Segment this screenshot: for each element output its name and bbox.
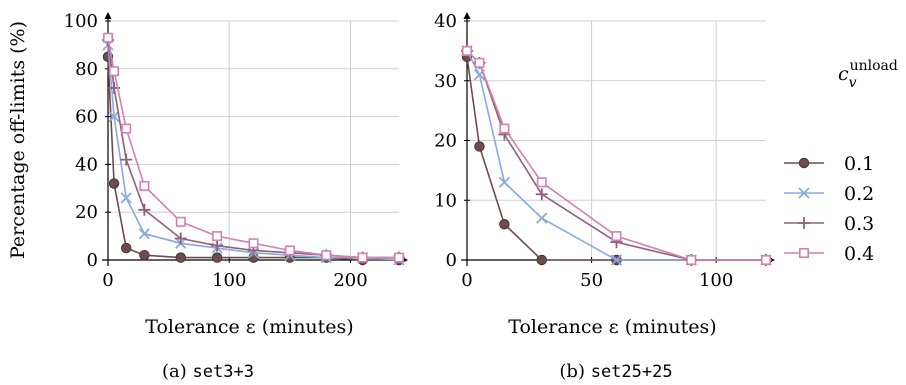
legend-entries: 0.1 0.2 0.3 0.4 bbox=[784, 153, 874, 265]
y-axis-arrow bbox=[104, 12, 112, 19]
data-point bbox=[536, 212, 548, 224]
legend-title-sub: v bbox=[849, 75, 857, 91]
data-point bbox=[498, 176, 511, 188]
y-tick-label: 40 bbox=[75, 154, 98, 175]
y-tick-label: 0 bbox=[87, 250, 98, 271]
legend-title-base: c bbox=[838, 63, 849, 85]
data-point bbox=[175, 216, 186, 227]
caption-code: set3+3 bbox=[193, 362, 254, 382]
legend-entry-0.2: 0.2 bbox=[784, 183, 874, 205]
data-point bbox=[108, 178, 120, 189]
data-point bbox=[211, 239, 224, 252]
series-line bbox=[107, 37, 399, 259]
data-point bbox=[321, 250, 332, 261]
subplot-caption: (a) set3+3 bbox=[162, 361, 254, 382]
data-point bbox=[109, 66, 120, 77]
legend-label: 0.1 bbox=[844, 153, 874, 175]
x-tick-label: 100 bbox=[699, 270, 733, 291]
x-tick-label: 50 bbox=[580, 270, 603, 291]
data-point bbox=[120, 153, 133, 166]
series-line bbox=[107, 39, 399, 259]
data-point bbox=[760, 255, 771, 266]
y-axis-label: Percentage off-limits (%) bbox=[7, 21, 29, 259]
legend-title-sup: unload bbox=[850, 58, 898, 74]
legend: cvunload 0.1 0.2 0.3 0.4 bbox=[784, 58, 898, 265]
subplot-a: 0 100 200 0 20 40 60 80 100 Tolerance ε (minutes)… bbox=[64, 11, 408, 382]
y-tick-label: 20 bbox=[75, 202, 98, 223]
legend-entry-0.1: 0.1 bbox=[784, 153, 874, 175]
y-tick-label: 80 bbox=[75, 59, 98, 80]
series-line bbox=[466, 50, 766, 261]
data-point bbox=[536, 177, 547, 188]
data-point bbox=[499, 123, 510, 134]
x-axis-label: Tolerance ε (minutes) bbox=[145, 316, 353, 338]
data-point bbox=[174, 232, 187, 245]
data-point bbox=[103, 32, 114, 43]
legend-marker bbox=[798, 157, 810, 169]
legend-title: cvunload bbox=[838, 58, 898, 91]
data-point bbox=[121, 123, 132, 134]
data-point bbox=[212, 231, 223, 242]
data-point bbox=[611, 231, 622, 242]
series-0.4 bbox=[103, 32, 404, 263]
y-tick-label: 40 bbox=[434, 11, 457, 32]
data-point bbox=[211, 252, 223, 263]
data-point bbox=[284, 245, 295, 256]
x-tick-label: 100 bbox=[212, 270, 246, 291]
legend-label: 0.3 bbox=[844, 213, 874, 235]
series-0.4 bbox=[461, 45, 771, 266]
legend-label: 0.2 bbox=[844, 183, 874, 205]
data-point bbox=[139, 180, 150, 191]
x-axis-label: Tolerance ε (minutes) bbox=[508, 316, 716, 338]
series-0.1 bbox=[102, 51, 405, 266]
caption-code: set25+25 bbox=[591, 362, 673, 382]
data-point bbox=[175, 252, 186, 263]
data-point bbox=[120, 192, 132, 204]
data-point bbox=[610, 254, 623, 266]
caption-prefix: (a) bbox=[162, 361, 193, 382]
data-point bbox=[686, 255, 697, 266]
series-line bbox=[107, 44, 400, 261]
data-point bbox=[357, 252, 368, 263]
series-line bbox=[466, 50, 766, 261]
y-tick-label: 60 bbox=[75, 107, 98, 128]
data-point bbox=[536, 254, 547, 266]
series-line bbox=[466, 50, 766, 261]
legend-marker bbox=[798, 217, 810, 229]
subplot-b: 0 50 100 0 10 20 30 40 Tolerance ε (minutes) (b) … bbox=[434, 11, 775, 382]
y-tick-label: 0 bbox=[446, 250, 457, 271]
data-point bbox=[474, 57, 485, 68]
legend-entry-0.3: 0.3 bbox=[784, 213, 874, 235]
series-0.2 bbox=[102, 39, 405, 266]
x-tick-label: 200 bbox=[333, 270, 367, 291]
y-tick-label: 100 bbox=[64, 11, 98, 32]
data-point bbox=[474, 141, 485, 152]
data-point bbox=[138, 203, 151, 216]
data-point bbox=[248, 238, 259, 249]
data-point bbox=[120, 242, 132, 254]
legend-marker bbox=[798, 187, 810, 199]
subplot-caption: (b) set25+25 bbox=[559, 361, 672, 382]
legend-entry-0.4: 0.4 bbox=[784, 243, 874, 265]
data-point bbox=[499, 218, 510, 230]
series-line bbox=[466, 56, 766, 261]
caption-prefix: (b) bbox=[559, 361, 590, 382]
legend-label: 0.4 bbox=[844, 243, 874, 265]
x-tick-label: 0 bbox=[102, 270, 113, 291]
data-point bbox=[108, 110, 120, 123]
y-tick-label: 20 bbox=[434, 131, 457, 152]
y-axis-arrow bbox=[463, 12, 471, 19]
data-point bbox=[393, 252, 404, 263]
data-point bbox=[139, 250, 150, 261]
data-point bbox=[535, 188, 548, 201]
series-line bbox=[107, 56, 399, 261]
y-tick-label: 10 bbox=[434, 190, 457, 211]
data-point bbox=[138, 228, 151, 240]
x-tick-label: 0 bbox=[461, 270, 472, 291]
y-tick-label: 30 bbox=[434, 71, 457, 92]
legend-marker bbox=[798, 248, 809, 259]
data-point bbox=[461, 45, 472, 56]
